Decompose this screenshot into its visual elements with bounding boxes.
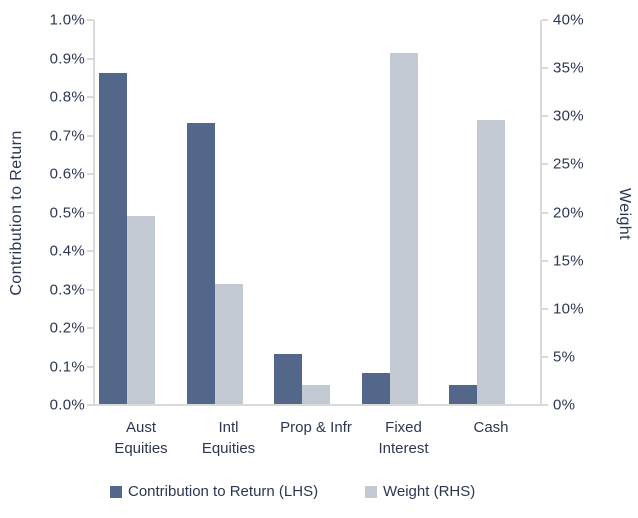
legend-item-weight: Weight (RHS) xyxy=(365,483,475,500)
bar-weight-intl-equities xyxy=(214,284,243,404)
legend-swatch-contribution-icon xyxy=(110,485,122,498)
y-axis-right-tick xyxy=(542,259,548,262)
y-axis-left-tick xyxy=(87,327,93,329)
y-axis-right-tick xyxy=(542,307,548,310)
bar-weight-aust-equities xyxy=(127,216,155,404)
bar-contribution-intl-equities xyxy=(186,123,215,404)
category-label-line: Aust xyxy=(125,419,156,436)
y-axis-right-tick-label: 30% xyxy=(553,107,584,125)
y-axis-right-tick-label: 0% xyxy=(553,396,576,414)
y-axis-left-tick xyxy=(87,19,93,21)
y-axis-left-tick xyxy=(87,173,93,175)
category-label-line: Interest xyxy=(378,440,429,457)
x-axis-category-label-prop-infr: Prop & Infr xyxy=(280,417,352,438)
y-axis-right-tick-label: 35% xyxy=(553,59,584,77)
y-axis-left-tick-label: 0.2% xyxy=(49,319,85,337)
y-axis-right-tick-label: 40% xyxy=(553,11,584,29)
y-axis-left-tick-label: 0.8% xyxy=(49,88,85,106)
y-axis-left-tick xyxy=(87,57,93,60)
category-label-line: Intl xyxy=(218,419,239,436)
x-axis-category-label-intl-equities: Intl Equities xyxy=(202,417,255,459)
y-axis-left-line xyxy=(93,20,95,405)
y-axis-left-tick xyxy=(87,365,93,368)
bar-contribution-prop-infr xyxy=(274,354,302,404)
y-axis-left-tick xyxy=(87,250,93,252)
y-axis-left-tick-label: 0.7% xyxy=(49,127,85,144)
y-axis-right-tick-label: 20% xyxy=(553,204,584,221)
y-axis-right-tick xyxy=(542,19,548,21)
bar-contribution-aust-equities xyxy=(99,73,127,404)
bar-contribution-fixed-interest xyxy=(361,373,390,404)
y-axis-left-tick xyxy=(87,404,93,406)
right-axis-title: Weight xyxy=(616,188,633,240)
legend-label-contribution: Contribution to Return (LHS) xyxy=(128,483,319,500)
y-axis-right-tick xyxy=(542,404,548,406)
bar-weight-prop-infr xyxy=(302,385,330,404)
y-axis-right-tick-label: 25% xyxy=(553,155,584,173)
y-axis-left-tick xyxy=(87,288,93,291)
y-axis-left-tick xyxy=(87,96,93,98)
y-axis-right-tick xyxy=(542,163,548,166)
y-axis-left-tick-label: 0.5% xyxy=(49,204,85,221)
bar-weight-fixed-interest xyxy=(389,53,418,404)
x-axis-category-label-aust-equities: Aust Equities xyxy=(114,417,167,459)
y-axis-right-tick xyxy=(542,211,548,214)
y-axis-left-tick-label: 0.1% xyxy=(49,358,85,375)
category-label-line: Equities xyxy=(114,440,168,457)
bar-weight-cash xyxy=(477,120,505,404)
y-axis-left-tick-label: 0.4% xyxy=(49,242,85,260)
y-axis-left-tick xyxy=(87,134,93,137)
y-axis-right-line xyxy=(540,20,542,405)
y-axis-right-tick xyxy=(542,67,548,70)
y-axis-right-tick-label: 5% xyxy=(553,348,576,366)
y-axis-right-tick xyxy=(542,115,548,118)
legend-label-weight: Weight (RHS) xyxy=(383,483,476,500)
legend-swatch-weight-icon xyxy=(365,485,377,498)
category-label-line: Equities xyxy=(201,440,256,457)
y-axis-right-tick xyxy=(542,355,548,358)
x-axis-line xyxy=(88,404,547,406)
category-label-line: Fixed xyxy=(385,419,422,436)
x-axis-category-label-fixed-interest: Fixed Interest xyxy=(378,417,428,459)
bar-contribution-cash xyxy=(449,385,477,404)
y-axis-right-tick-label: 15% xyxy=(553,252,584,270)
left-axis-title: Contribution to Return xyxy=(8,130,25,296)
legend-item-contribution: Contribution to Return (LHS) xyxy=(110,483,318,500)
y-axis-right-tick-label: 10% xyxy=(553,300,584,318)
y-axis-left-tick-label: 0.9% xyxy=(49,50,85,67)
category-label-line: Prop & Infr xyxy=(280,419,352,436)
y-axis-left-tick-label: 0.6% xyxy=(49,165,85,183)
y-axis-left-tick-label: 1.0% xyxy=(49,11,85,29)
y-axis-left-tick-label: 0.3% xyxy=(49,281,85,298)
y-axis-left-tick-label: 0.0% xyxy=(49,396,85,414)
y-axis-left-tick xyxy=(87,211,93,214)
x-axis-category-label-cash: Cash xyxy=(473,417,508,438)
category-label-line: Cash xyxy=(473,419,509,436)
